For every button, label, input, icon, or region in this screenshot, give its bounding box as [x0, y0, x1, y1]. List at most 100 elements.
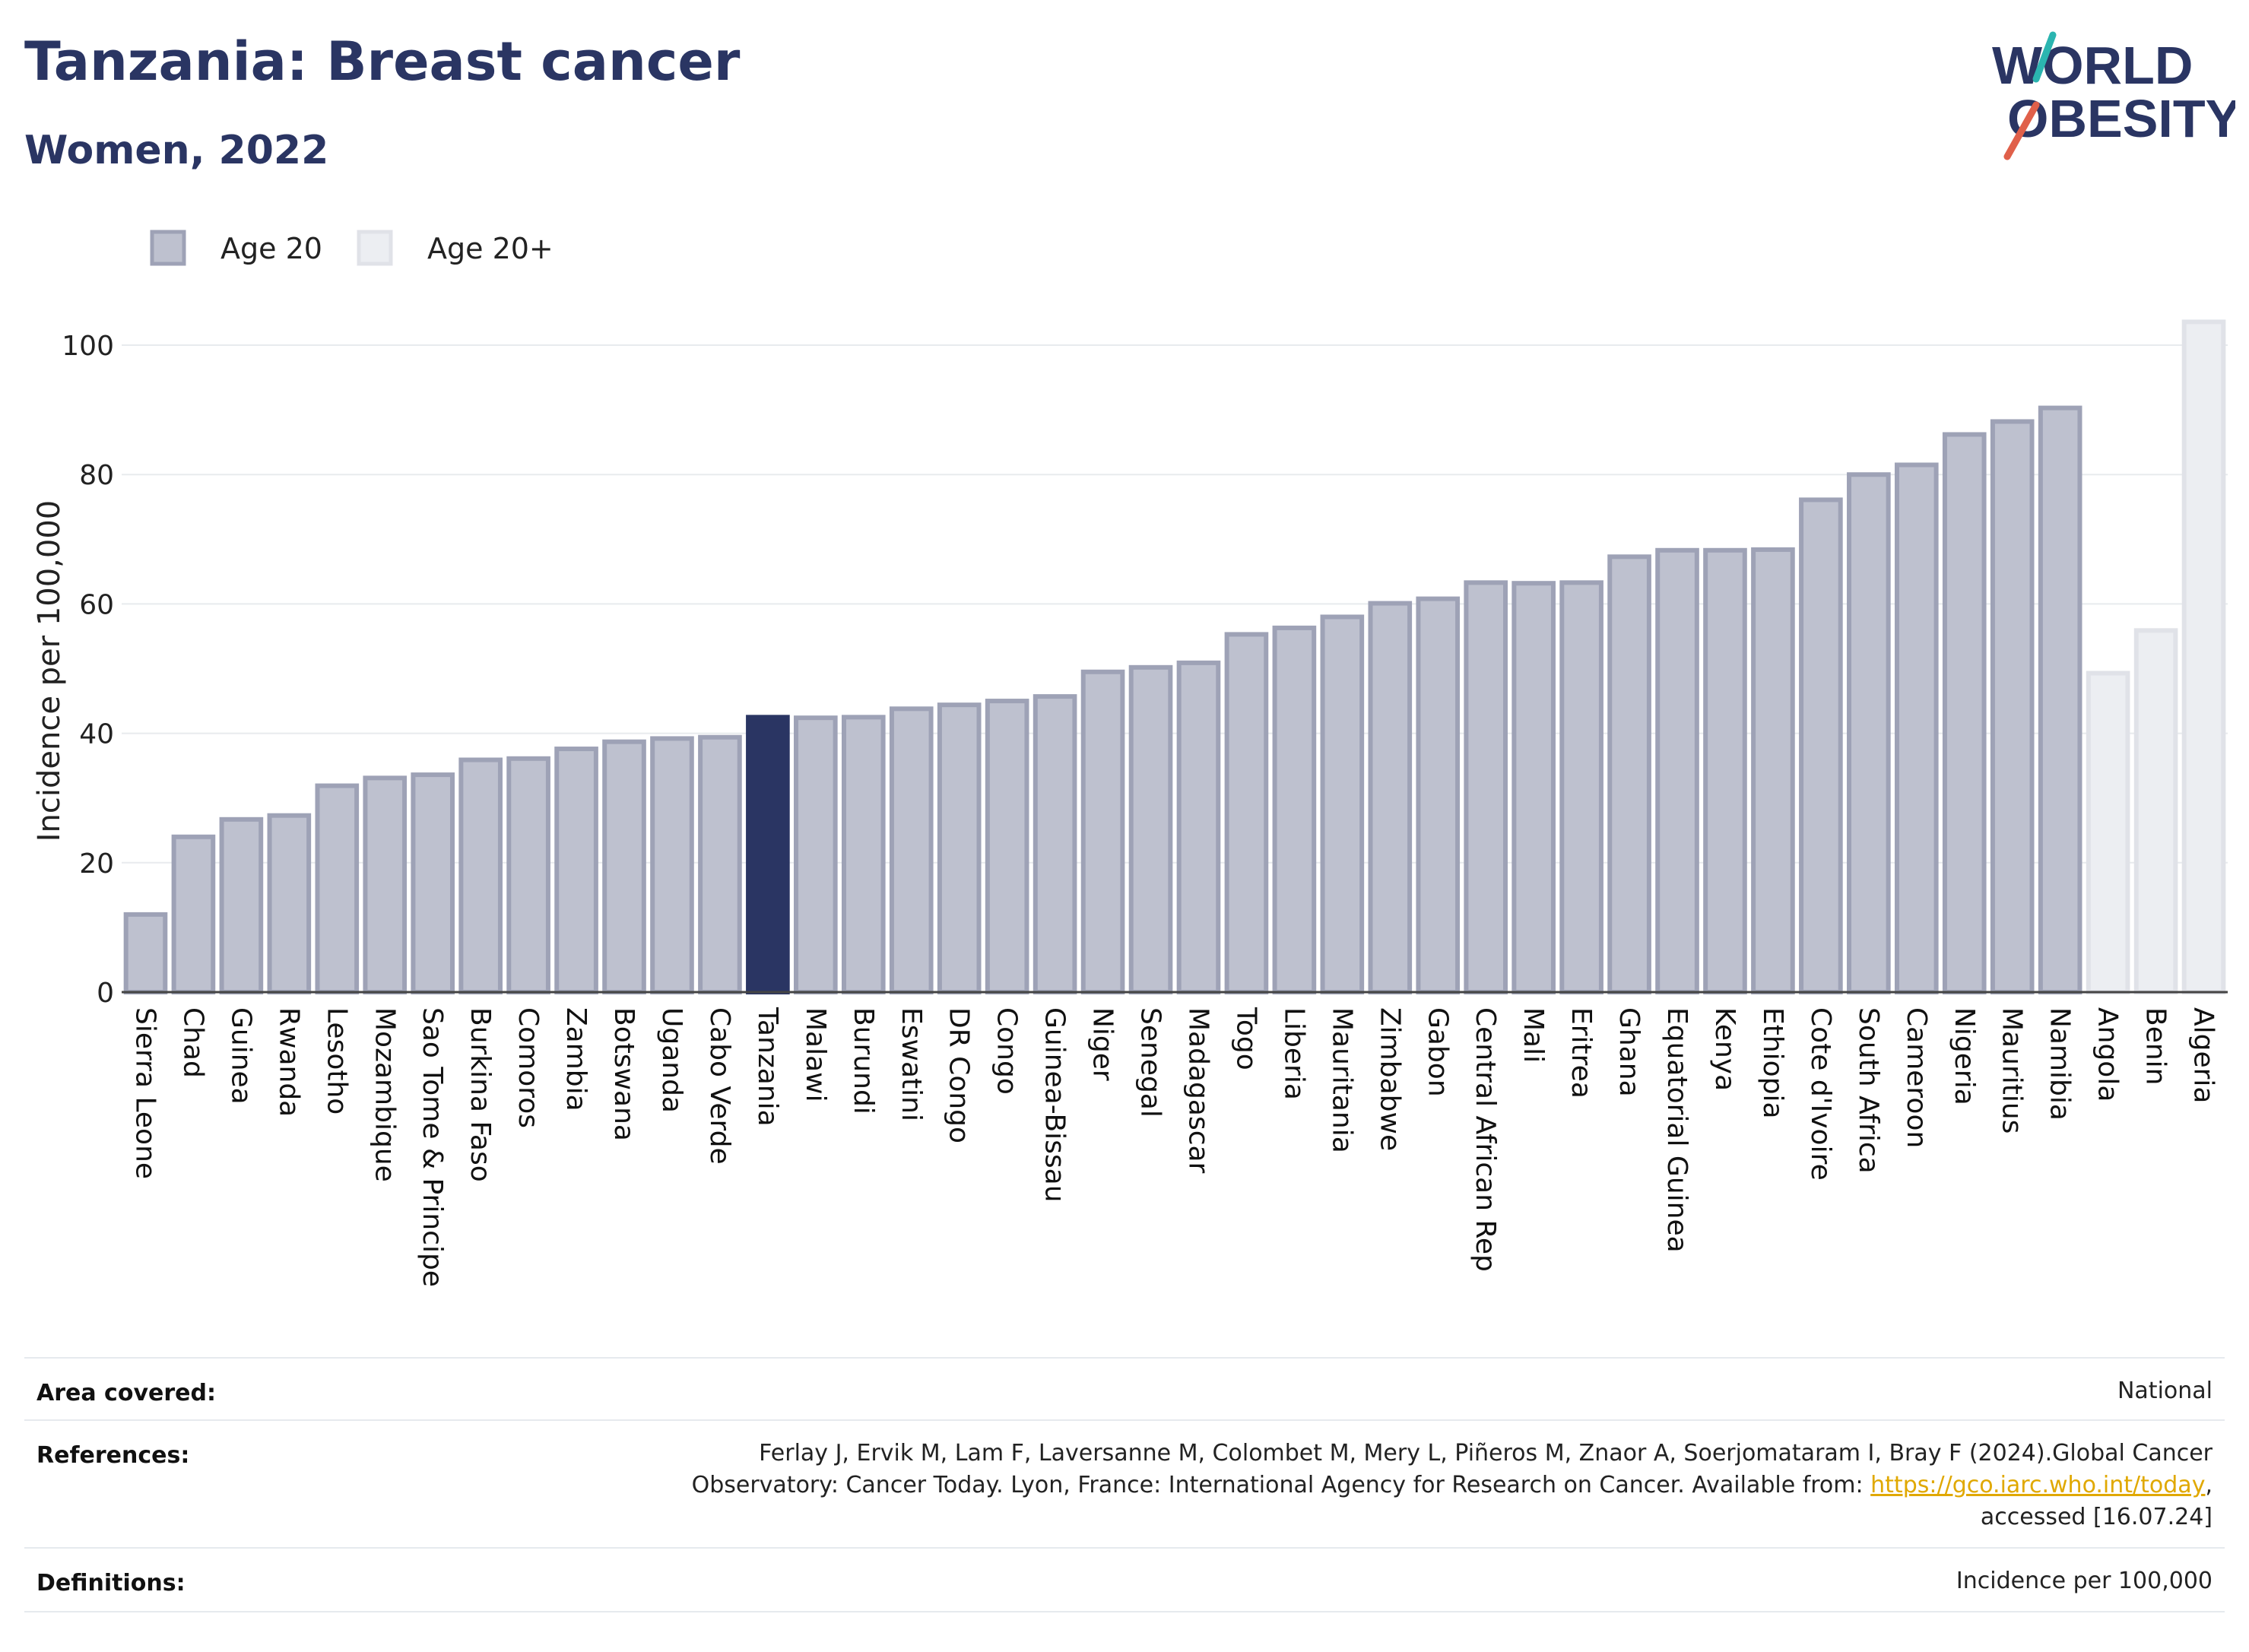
definitions-label: Definitions:	[36, 1570, 186, 1597]
y-axis-label: Incidence per 100,000	[32, 500, 67, 842]
x-tick-label: Zambia	[560, 1007, 592, 1111]
definitions-row: Definitions: Incidence per 100,000	[24, 1547, 2225, 1612]
x-tick-label: Burkina Faso	[465, 1007, 496, 1182]
x-tick-label: Eritrea	[1565, 1007, 1597, 1099]
x-tick-label: Liberia	[1278, 1007, 1309, 1100]
x-tick-label: Burundi	[848, 1007, 879, 1115]
bar-malawi	[794, 715, 838, 994]
bar-chad	[171, 834, 216, 994]
x-tick-label: Mozambique	[369, 1007, 400, 1182]
bar-mali	[1511, 581, 1556, 994]
x-tick-label: Sierra Leone	[129, 1007, 160, 1179]
bar-cabo-verde	[698, 734, 742, 994]
x-tick-label: Central African Rep	[1470, 1007, 1501, 1272]
y-tick-20: 20	[79, 848, 114, 880]
x-tick-label: Kenya	[1709, 1007, 1740, 1091]
bar-uganda	[650, 736, 694, 995]
x-tick-label: Malawi	[800, 1007, 831, 1102]
x-tick-label: Sao Tome & Principe	[417, 1007, 448, 1287]
bar-eritrea	[1559, 580, 1603, 994]
svg-text:WORLD: WORLD	[1992, 36, 2193, 95]
area-covered-row: Area covered: National	[24, 1357, 2225, 1421]
x-tick-label: Niger	[1087, 1007, 1118, 1081]
x-tick-label: Mali	[1518, 1007, 1549, 1063]
bar-sierra-leone	[123, 912, 168, 995]
x-tick-label: Botswana	[608, 1007, 639, 1141]
bar-lesotho	[315, 783, 360, 994]
x-tick-label: Ethiopia	[1757, 1007, 1788, 1119]
bar-zambia	[554, 747, 598, 994]
bar-niger	[1080, 669, 1125, 994]
bar-central-african-rep	[1464, 580, 1508, 994]
references-link[interactable]: https://gco.iarc.who.int/today	[1870, 1472, 2206, 1498]
references-line-2-tail: ,	[2205, 1472, 2213, 1498]
x-tick-label: Cote d'Ivoire	[1805, 1007, 1836, 1181]
bar-algeria	[2181, 319, 2226, 994]
bar-eswatini	[889, 706, 934, 995]
x-tick-label: Nigeria	[1949, 1007, 1980, 1105]
x-tick-label: Mauritius	[1997, 1007, 2028, 1134]
bar-angola	[2086, 671, 2130, 994]
x-tick-label: South Africa	[1853, 1007, 1884, 1174]
x-tick-label: Equatorial Guinea	[1661, 1007, 1692, 1253]
references-line-1: Ferlay J, Ervik M, Lam F, Laversanne M, …	[759, 1440, 2213, 1467]
bar-ethiopia	[1751, 547, 1795, 994]
x-tick-label: DR Congo	[944, 1007, 975, 1143]
legend-swatch-0	[150, 230, 186, 266]
bar-cote-d-ivoire	[1799, 497, 1843, 994]
x-tick-label: Namibia	[2044, 1007, 2076, 1121]
bar-ghana	[1607, 554, 1651, 995]
bar-equatorial-guinea	[1655, 547, 1699, 994]
bar-congo	[985, 699, 1029, 994]
bar-burkina-faso	[458, 757, 503, 994]
references-line-2: Observatory: Cancer Today. Lyon, France:…	[692, 1470, 2213, 1501]
x-tick-label: Zimbabwe	[1374, 1007, 1405, 1151]
x-tick-label: Rwanda	[273, 1007, 304, 1117]
bar-tanzania	[746, 715, 790, 995]
bar-madagascar	[1176, 660, 1221, 995]
bar-kenya	[1703, 547, 1747, 994]
bar-south-africa	[1847, 472, 1891, 994]
x-tick-label: Senegal	[1135, 1007, 1166, 1118]
world-obesity-logo: WORLD OBESITY	[1992, 31, 2235, 160]
y-tick-60: 60	[79, 589, 114, 620]
bar-namibia	[2038, 405, 2082, 994]
x-tick-label: Angola	[2092, 1007, 2124, 1102]
x-tick-label: Mauritania	[1326, 1007, 1357, 1153]
bar-botswana	[602, 739, 646, 994]
bar-guinea	[219, 816, 264, 994]
area-covered-label: Area covered:	[36, 1380, 216, 1406]
info-footer: Area covered: National References: Ferla…	[24, 1357, 2225, 1616]
bar-comoros	[506, 756, 550, 994]
page-title: Tanzania: Breast cancer	[24, 30, 741, 93]
x-tick-label: Lesotho	[321, 1007, 352, 1115]
bar-sao-tome-principe	[411, 772, 455, 994]
bar-zimbabwe	[1368, 601, 1413, 995]
bar-mozambique	[363, 775, 408, 994]
x-tick-label: Algeria	[2188, 1007, 2219, 1104]
references-text: Ferlay J, Ervik M, Lam F, Laversanne M, …	[692, 1438, 2213, 1533]
y-tick-80: 80	[79, 460, 114, 491]
x-tick-label: Guinea	[225, 1007, 256, 1105]
bar-benin	[2133, 628, 2178, 994]
legend-label-0: Age 20	[220, 232, 322, 265]
bar-burundi	[841, 715, 886, 995]
bar-togo	[1224, 632, 1269, 994]
area-covered-value: National	[2117, 1378, 2213, 1404]
y-tick-0: 0	[97, 978, 114, 1009]
x-tick-label: Madagascar	[1182, 1007, 1213, 1174]
bar-mauritius	[1990, 419, 2035, 995]
legend-label-1: Age 20+	[427, 232, 554, 265]
bar-dr-congo	[937, 702, 982, 995]
references-line-3: accessed [16.07.24]	[1980, 1504, 2213, 1530]
bar-rwanda	[267, 813, 312, 994]
legend-swatch-1	[357, 230, 393, 266]
x-tick-label: Chad	[177, 1007, 208, 1078]
bar-chart: Age 20 Age 20+ 0 20 40 60 80 100 Incidence per 1…	[32, 230, 2228, 1287]
references-row: References: Ferlay J, Ervik M, Lam F, La…	[24, 1419, 2225, 1549]
references-label: References:	[36, 1442, 190, 1469]
x-tick-label: Comoros	[512, 1007, 544, 1128]
x-tick-label: Eswatini	[896, 1007, 927, 1121]
x-tick-label: Congo	[991, 1007, 1023, 1095]
x-tick-label: Gabon	[1422, 1007, 1453, 1097]
